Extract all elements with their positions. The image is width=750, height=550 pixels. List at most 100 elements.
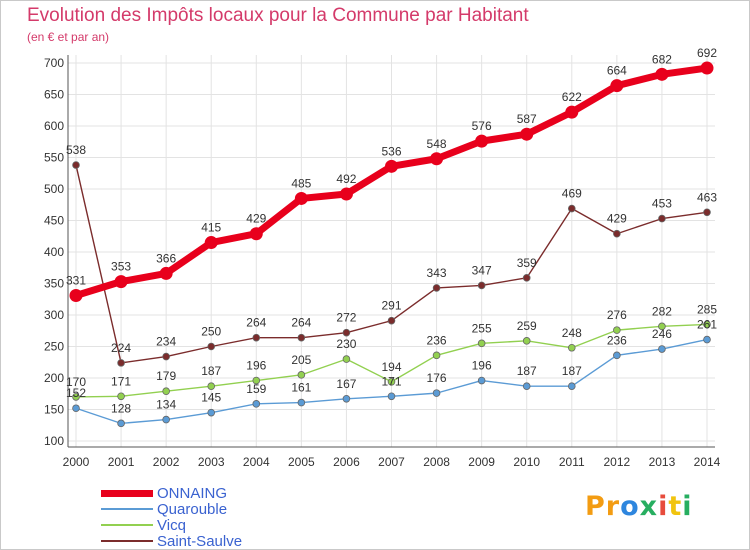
- data-label: 171: [111, 374, 131, 388]
- data-point: [339, 187, 353, 201]
- data-point: [207, 408, 216, 417]
- y-tick-label: 650: [44, 88, 64, 102]
- data-label: 492: [336, 172, 356, 186]
- data-label: 353: [111, 260, 131, 274]
- data-label: 176: [427, 371, 447, 385]
- x-tick-label: 2011: [559, 455, 585, 469]
- data-point: [114, 275, 128, 289]
- data-label: 259: [517, 319, 537, 333]
- data-label: 282: [652, 304, 672, 318]
- y-tick-label: 350: [44, 277, 64, 291]
- y-tick-label: 200: [44, 371, 64, 385]
- data-label: 128: [111, 401, 131, 415]
- data-point: [72, 393, 80, 401]
- data-point: [430, 152, 444, 166]
- data-label: 264: [246, 316, 266, 330]
- data-label: 359: [517, 256, 537, 270]
- x-tick-label: 2009: [468, 455, 495, 469]
- data-label: 167: [336, 377, 356, 391]
- x-tick-label: 2014: [694, 455, 721, 469]
- data-label: 548: [427, 137, 447, 151]
- data-label: 276: [607, 308, 627, 322]
- data-point: [294, 191, 308, 205]
- data-point: [159, 266, 173, 280]
- data-label: 246: [652, 327, 672, 341]
- data-point: [162, 352, 170, 361]
- y-tick-label: 600: [44, 119, 64, 133]
- data-label: 622: [562, 90, 582, 104]
- data-point: [655, 67, 669, 81]
- data-point: [567, 204, 576, 213]
- legend: ONNAING Quarouble Vicq Saint-Saulve: [101, 485, 243, 550]
- data-point: [342, 355, 351, 363]
- data-label: 196: [472, 359, 492, 373]
- data-label: 134: [156, 398, 176, 412]
- data-label: 161: [291, 381, 311, 395]
- data-label: 171: [381, 374, 401, 388]
- y-tick-label: 550: [44, 151, 64, 165]
- data-point: [477, 281, 486, 290]
- legend-swatch: [101, 489, 153, 497]
- x-tick-label: 2004: [243, 455, 270, 469]
- x-tick-label: 2008: [423, 455, 450, 469]
- data-point: [567, 343, 576, 352]
- data-point: [567, 382, 576, 390]
- legend-swatch: [101, 508, 153, 510]
- data-point: [613, 351, 621, 360]
- data-point: [703, 320, 711, 329]
- data-point: [522, 274, 531, 282]
- y-tick-label: 150: [44, 403, 64, 417]
- data-label: 236: [427, 333, 447, 347]
- data-label: 485: [291, 176, 311, 190]
- data-point: [207, 382, 216, 390]
- data-label: 664: [607, 64, 627, 78]
- data-point: [162, 387, 170, 396]
- data-point: [432, 284, 441, 292]
- data-label: 272: [336, 311, 356, 325]
- data-point: [565, 105, 579, 119]
- data-label: 343: [427, 266, 447, 280]
- data-label: 453: [652, 197, 672, 211]
- data-label: 145: [201, 391, 221, 405]
- data-point: [520, 127, 534, 141]
- legend-label: Saint-Saulve: [157, 532, 243, 550]
- data-point: [297, 398, 306, 407]
- data-label: 234: [156, 335, 176, 349]
- data-point: [162, 415, 170, 424]
- chart-title: Evolution des Impôts locaux pour la Comm…: [27, 5, 529, 26]
- proxiti-logo: Proxiti: [585, 491, 693, 522]
- data-label: 366: [156, 251, 176, 265]
- data-point: [252, 400, 261, 408]
- data-point: [252, 376, 261, 385]
- legend-swatch: [101, 524, 153, 526]
- data-point: [387, 377, 396, 386]
- data-point: [613, 326, 621, 334]
- data-point: [249, 227, 263, 241]
- data-label: 261: [697, 318, 717, 332]
- data-point: [385, 159, 398, 173]
- data-point: [342, 328, 351, 337]
- data-label: 682: [652, 52, 672, 66]
- data-label: 187: [562, 364, 582, 378]
- x-tick-label: 2010: [513, 455, 540, 469]
- data-point: [117, 359, 125, 367]
- y-tick-label: 100: [44, 434, 64, 448]
- y-tick-label: 400: [44, 245, 64, 259]
- data-label: 536: [381, 144, 401, 158]
- x-tick-label: 2003: [198, 455, 225, 469]
- data-point: [613, 229, 621, 238]
- x-tick-label: 2005: [288, 455, 315, 469]
- y-tick-label: 300: [44, 308, 64, 322]
- x-tick-label: 2000: [63, 455, 90, 469]
- data-label: 291: [381, 299, 401, 313]
- data-label: 587: [517, 112, 537, 126]
- legend-item: Saint-Saulve: [101, 532, 243, 550]
- data-point: [297, 333, 306, 342]
- data-label: 194: [381, 360, 401, 374]
- data-point: [522, 337, 531, 345]
- data-point: [204, 236, 218, 250]
- data-label: 187: [201, 364, 221, 378]
- data-label: 264: [291, 316, 311, 330]
- data-point: [207, 342, 216, 351]
